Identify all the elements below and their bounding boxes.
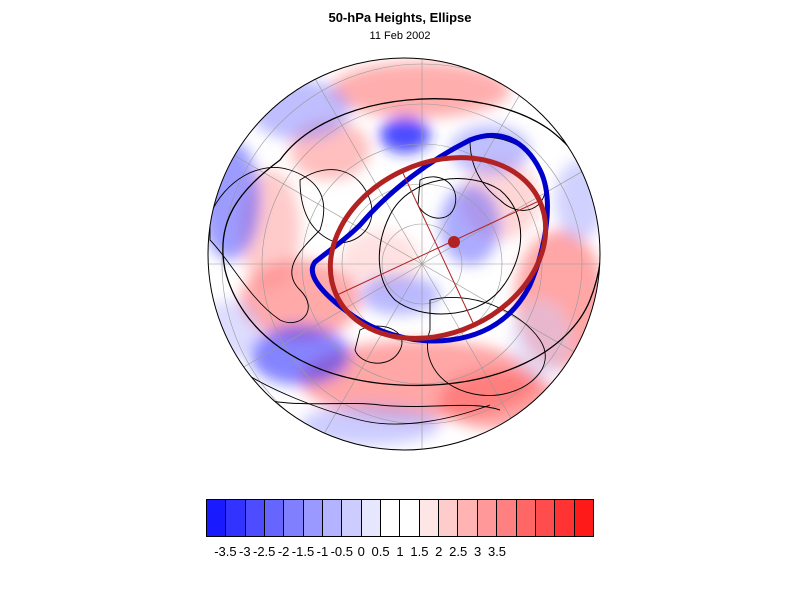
colorbar-tick-label: -2.5 (252, 544, 276, 559)
meridian-line (421, 263, 600, 395)
colorbar-swatch (361, 500, 382, 536)
anomaly-patch (250, 80, 350, 140)
colorbar-tick-label: -1.5 (291, 544, 315, 559)
coastline (427, 296, 546, 396)
colorbar-tick-label: 1.5 (410, 544, 429, 559)
coastline (417, 176, 457, 219)
colorbar-swatch (439, 500, 459, 536)
colorbar-swatch (419, 500, 440, 536)
colorbar-tick-label: 1 (396, 544, 404, 559)
colorbar-tick-label: 2.5 (449, 544, 468, 559)
colorbar-swatch (555, 500, 575, 536)
ellipse-center-marker (448, 236, 460, 248)
colorbar-swatch (226, 500, 246, 536)
anomaly-patch (300, 405, 440, 445)
colorbar-tick-label: -2 (277, 544, 290, 559)
globe-outline (207, 57, 601, 451)
colorbar-swatch (381, 500, 401, 536)
coastline (239, 369, 491, 425)
graticule-grid (208, 58, 600, 450)
colorbar-swatch (303, 500, 324, 536)
colorbar-tick-label: -3 (239, 544, 251, 559)
coastline (299, 169, 373, 244)
anomaly-patch (208, 140, 260, 260)
colorbar-swatch (265, 500, 285, 536)
colorbar-tick-label: 0 (357, 544, 365, 559)
anomaly-patch (440, 185, 500, 265)
map-date: 11 Feb 2002 (369, 30, 431, 42)
colorbar-tick-labels: -3.5 -3 -2.5 -2 -1.5 -1 -0.5 0 0.5 1 1.5 2 2.5 3 3.5 (0, 544, 800, 562)
colorbar-swatch (535, 500, 556, 536)
colorbar-tick-label: 3.5 (487, 544, 507, 559)
colorbar-swatch (342, 500, 362, 536)
colorbar-swatch (516, 500, 536, 536)
anomaly-colorbar (206, 499, 594, 537)
colorbar-tick-label: 3 (473, 544, 482, 559)
meridian-line (291, 263, 423, 450)
anomaly-patch (330, 62, 510, 118)
colorbar-swatch (574, 500, 593, 536)
colorbar-tick-label: 0.5 (371, 544, 390, 559)
coastline (354, 325, 403, 364)
anomaly-patch (250, 325, 350, 385)
colorbar-tick-label: 2 (435, 544, 443, 559)
colorbar-swatch (207, 500, 227, 536)
coastline (209, 166, 325, 324)
colorbar-swatch (400, 500, 420, 536)
anomaly-patch (208, 300, 260, 360)
colorbar-tick-label: -1 (316, 544, 329, 559)
colorbar-swatch (323, 500, 343, 536)
height-contour (244, 394, 501, 411)
anomaly-patch (450, 125, 530, 175)
ellipse-minor-axis (401, 170, 475, 326)
anomaly-patch (360, 275, 440, 315)
anomaly-patch (555, 160, 600, 240)
map-title: 50-hPa Heights, Ellipse (328, 10, 472, 25)
height-contour (222, 98, 600, 387)
colorbar-swatch (458, 500, 478, 536)
height-contour (378, 178, 522, 315)
colorbar-swatch (245, 500, 266, 536)
colorbar-tick-label: -0.5 (330, 544, 353, 559)
colorbar-swatch (284, 500, 304, 536)
coastlines (209, 136, 546, 425)
fitted-ellipse (327, 155, 549, 341)
colorbar-tick-label: -3.5 (214, 544, 237, 559)
colorbar-swatch (477, 500, 498, 536)
height-contours (222, 98, 600, 411)
anomaly-patch (380, 117, 430, 153)
colorbar-swatch (497, 500, 517, 536)
